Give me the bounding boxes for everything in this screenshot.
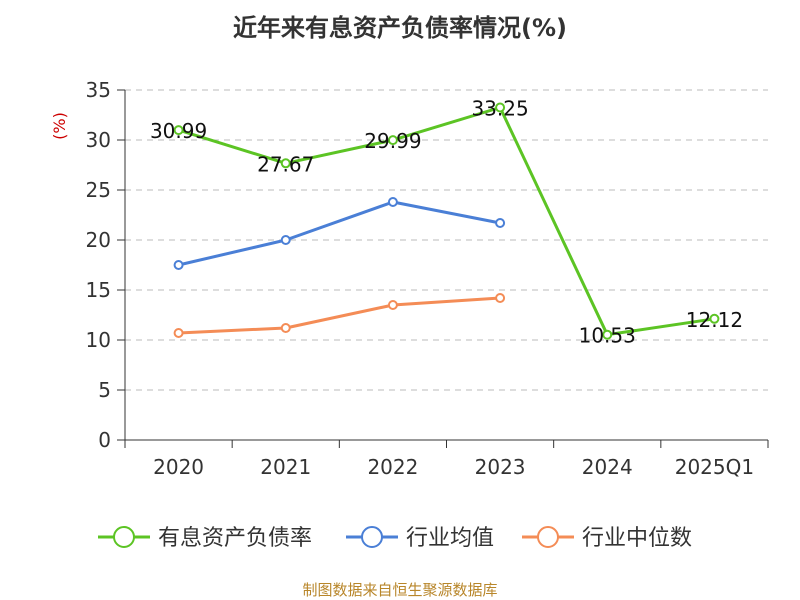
axes: 0 5 10 15 20 25 30 35 (%) 2020 2021 2022 2023 2024 202… [50,78,769,479]
legend-label: 行业均值 [406,526,494,551]
data-point [495,102,506,113]
data-labels: 30.99 27.67 29.99 33.25 10.53 12.12 [150,97,743,348]
data-point [602,329,613,340]
x-tick-label: 2023 [475,455,526,479]
series-line-2 [178,296,501,335]
data-label: 30.99 [150,119,207,143]
data-point [173,125,184,136]
y-tick-label: 20 [86,228,111,252]
data-label: 29.99 [364,129,421,153]
y-tick-label: 35 [86,78,111,102]
data-point [709,313,720,324]
x-tick-label: 2020 [153,455,204,479]
x-tick-label: 2022 [367,455,418,479]
legend-item: 有息资产负债率 [98,526,312,551]
series-line-1 [178,200,501,267]
y-tick-label: 5 [98,378,111,402]
x-tick-label: 2025Q1 [675,455,754,479]
data-point [173,328,184,338]
data-label: 27.67 [257,152,314,176]
data-point [280,235,291,245]
data-label: 33.25 [471,97,528,121]
data-point [495,293,506,303]
data-point [387,300,398,310]
y-tick-label: 0 [98,428,111,452]
data-point [173,260,184,270]
y-tick-label: 30 [86,128,111,152]
data-point [280,323,291,333]
legend-label: 有息资产负债率 [158,526,312,551]
grid-lines [125,89,768,391]
y-tick-label: 25 [86,178,111,202]
source-note: 制图数据来自恒生聚源数据库 [302,581,498,599]
legend: 有息资产负债率 行业均值 行业中位数 [98,526,692,551]
data-point [387,135,398,146]
x-tick-label: 2024 [582,455,633,479]
x-tick-label: 2021 [260,455,311,479]
chart-title: 近年来有息资产负债率情况(%) [233,14,567,42]
legend-item: 行业均值 [346,526,494,551]
data-point [387,197,398,207]
y-tick-label: 10 [86,328,111,352]
data-label: 10.53 [579,324,636,348]
data-label: 12.12 [686,308,743,332]
legend-marker-icon [113,526,135,548]
data-point [495,218,506,228]
data-point [280,158,291,169]
legend-label: 行业中位数 [582,526,692,551]
legend-marker-icon [361,526,383,548]
series-lines [173,102,720,340]
y-axis-unit-label: (%) [50,112,69,140]
legend-item: 行业中位数 [522,526,692,551]
legend-marker-icon [537,526,559,548]
series-line-0 [178,106,715,337]
y-tick-label: 15 [86,278,111,302]
